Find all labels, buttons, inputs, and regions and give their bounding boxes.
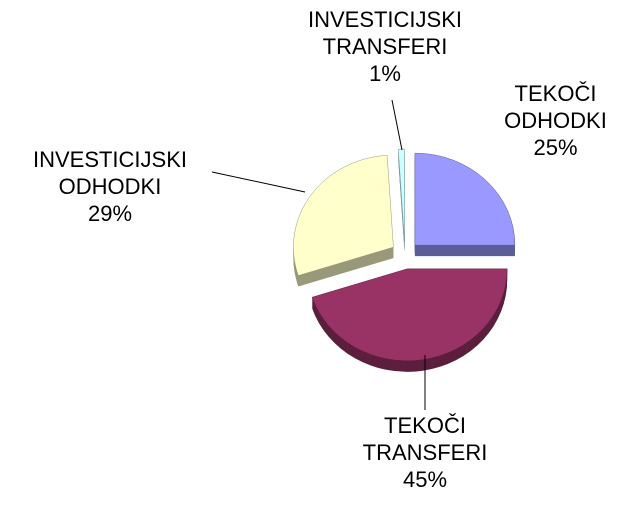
slice: [311, 268, 508, 362]
slice-label: TEKOČI TRANSFERI 45%: [340, 412, 510, 493]
slice-label: TEKOČI ODHODKI 25%: [488, 80, 622, 161]
slice: [414, 152, 516, 246]
slices: [293, 148, 516, 372]
category-name: INVESTICIJSKI TRANSFERI: [307, 7, 463, 59]
leader-line: [211, 171, 306, 193]
slice: [398, 148, 405, 242]
percent-label: 1%: [369, 61, 401, 86]
leader-line: [391, 99, 403, 151]
percent-label: 45%: [402, 467, 448, 492]
percent-label: 25%: [533, 135, 578, 160]
slice-label: INVESTICIJSKI ODHODKI 29%: [0, 146, 220, 227]
category-name: TEKOČI TRANSFERI: [362, 413, 488, 465]
percent-label: 29%: [87, 201, 133, 226]
category-name: TEKOČI ODHODKI: [504, 81, 607, 133]
category-name: INVESTICIJSKI ODHODKI: [32, 147, 188, 199]
slice: [293, 155, 394, 276]
slice-label: INVESTICIJSKI TRANSFERI 1%: [255, 6, 515, 87]
